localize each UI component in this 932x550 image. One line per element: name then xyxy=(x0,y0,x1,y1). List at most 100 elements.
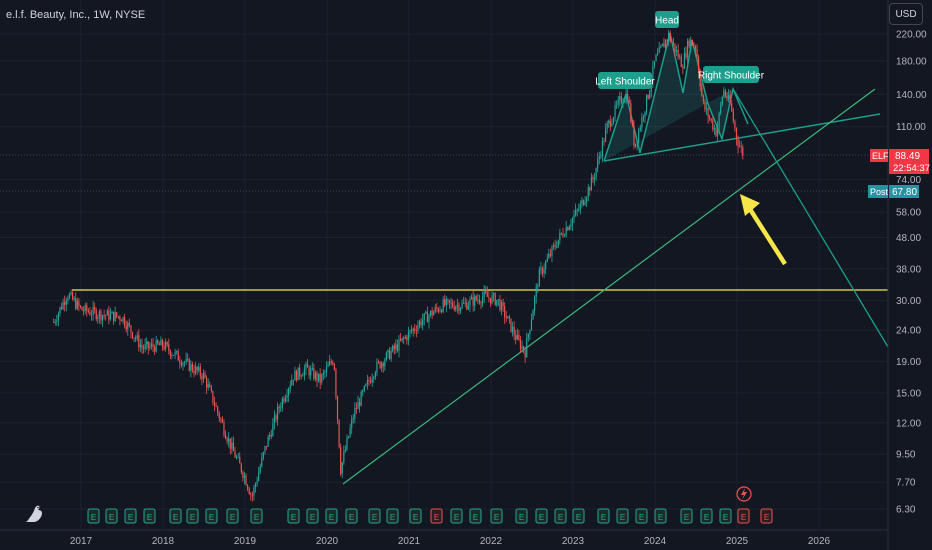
candle-body xyxy=(196,366,198,371)
earnings-marker[interactable]: E xyxy=(680,508,693,524)
candle xyxy=(149,341,151,351)
candle-body xyxy=(295,370,298,381)
candle-body xyxy=(194,366,197,374)
candle-body xyxy=(280,407,282,409)
candle xyxy=(690,36,692,53)
candle xyxy=(469,296,471,313)
candle xyxy=(224,430,227,440)
candle-body xyxy=(609,120,611,127)
candle-body xyxy=(604,129,607,142)
earnings-marker[interactable]: E xyxy=(205,508,218,524)
candle-body xyxy=(644,111,646,118)
earnings-marker[interactable]: E xyxy=(635,508,648,524)
candle-body xyxy=(160,339,162,346)
candle-body xyxy=(116,312,118,317)
earnings-marker[interactable]: E xyxy=(306,508,319,524)
earnings-marker[interactable]: E xyxy=(760,508,773,524)
candle xyxy=(215,402,217,408)
candle xyxy=(311,362,313,371)
candle-body xyxy=(180,363,182,366)
earnings-marker[interactable]: E xyxy=(287,508,300,524)
candle xyxy=(486,286,488,297)
candle-body xyxy=(499,299,501,311)
candle xyxy=(185,352,187,365)
earnings-marker[interactable]: E xyxy=(597,508,610,524)
earnings-marker-letter: E xyxy=(658,513,663,522)
earnings-marker[interactable]: E xyxy=(719,508,732,524)
candle-body xyxy=(401,337,403,341)
earnings-marker[interactable]: E xyxy=(186,508,199,524)
currency-button[interactable]: USD xyxy=(889,3,923,25)
candle xyxy=(111,310,113,314)
earnings-marker[interactable]: E xyxy=(250,508,263,524)
candle xyxy=(392,344,394,353)
candle-body xyxy=(414,328,416,331)
candle-body xyxy=(346,437,348,450)
earnings-marker-letter: E xyxy=(91,513,96,522)
candle xyxy=(532,308,534,320)
earnings-marker[interactable]: E xyxy=(535,508,548,524)
earnings-marker[interactable]: E xyxy=(700,508,713,524)
earnings-marker[interactable]: E xyxy=(325,508,338,524)
candle-body xyxy=(341,462,343,474)
candle-body xyxy=(549,254,551,256)
candle xyxy=(242,470,244,482)
earnings-marker[interactable]: E xyxy=(469,508,482,524)
candle-body xyxy=(327,365,329,368)
candle xyxy=(182,361,184,371)
candle-body xyxy=(474,296,476,306)
candle xyxy=(409,329,411,338)
candle-body xyxy=(258,472,260,481)
candle-body xyxy=(329,361,331,366)
candle-body xyxy=(248,489,250,494)
candle xyxy=(168,338,170,355)
candle xyxy=(685,46,687,60)
earnings-marker[interactable]: E xyxy=(737,508,750,524)
symbol-tag-text: ELF xyxy=(872,151,889,161)
candle xyxy=(584,195,586,206)
earnings-marker[interactable]: E xyxy=(572,508,585,524)
earnings-marker[interactable]: E xyxy=(409,508,422,524)
candle xyxy=(177,348,179,361)
candle xyxy=(158,341,160,346)
earnings-marker[interactable]: E xyxy=(490,508,503,524)
candle xyxy=(723,86,725,99)
candle xyxy=(68,292,71,300)
earnings-marker[interactable]: E xyxy=(554,508,567,524)
earnings-marker[interactable]: E xyxy=(226,508,239,524)
earnings-marker[interactable]: E xyxy=(368,508,381,524)
candle xyxy=(313,363,315,381)
candle xyxy=(715,127,717,137)
candle xyxy=(202,369,205,383)
earnings-marker-letter: E xyxy=(704,513,709,522)
earnings-marker[interactable]: E xyxy=(124,508,137,524)
candle xyxy=(316,370,318,387)
candle-body xyxy=(130,325,132,333)
candle xyxy=(109,307,112,322)
candle xyxy=(508,314,510,324)
earnings-marker[interactable]: E xyxy=(105,508,118,524)
candle-body xyxy=(420,321,422,326)
earnings-marker[interactable]: E xyxy=(386,508,399,524)
earnings-marker[interactable]: E xyxy=(654,508,667,524)
earnings-marker-box xyxy=(287,508,300,524)
candle-body xyxy=(519,339,522,350)
earnings-marker[interactable]: E xyxy=(450,508,463,524)
candle xyxy=(373,375,375,383)
candle xyxy=(273,410,276,430)
candle-body xyxy=(444,299,446,306)
earnings-marker[interactable]: E xyxy=(430,508,443,524)
earnings-marker-box xyxy=(469,508,482,524)
candle-body xyxy=(62,301,64,310)
earnings-marker[interactable]: E xyxy=(87,508,100,524)
candle xyxy=(223,419,225,438)
candle-body xyxy=(384,360,386,367)
earnings-marker[interactable]: E xyxy=(515,508,528,524)
earnings-marker[interactable]: E xyxy=(616,508,629,524)
earnings-marker[interactable]: E xyxy=(345,508,358,524)
candle-body xyxy=(724,90,727,96)
candle xyxy=(295,369,298,383)
earnings-marker[interactable]: E xyxy=(169,508,182,524)
earnings-marker[interactable]: E xyxy=(143,508,156,524)
